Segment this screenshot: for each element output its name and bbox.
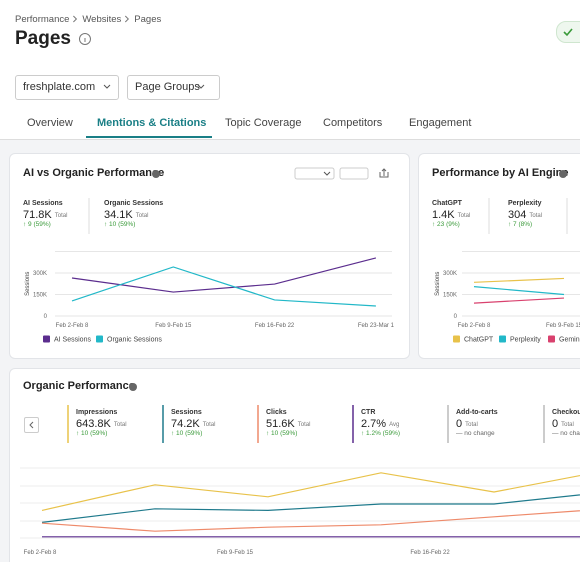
metric-value: 51.6K bbox=[266, 418, 295, 430]
tab-underline bbox=[86, 136, 212, 138]
metric-change: ↑ 10 (59%) bbox=[266, 430, 298, 437]
metric-unit: Total bbox=[135, 213, 149, 219]
button-label: Sessions bbox=[299, 170, 324, 176]
metric-label: Impressions bbox=[76, 409, 118, 416]
metric-value: 304 bbox=[508, 209, 527, 221]
organic-card bbox=[9, 368, 580, 562]
button-label: Explore bbox=[344, 170, 365, 176]
metric-label: CTR bbox=[361, 409, 376, 416]
tab[interactable]: Competitors bbox=[323, 117, 383, 129]
ai-vs-organic-card bbox=[9, 153, 410, 359]
tab[interactable]: Overview bbox=[27, 117, 73, 129]
header bbox=[0, 0, 580, 140]
metric-change: ↑ 10 (59%) bbox=[76, 430, 108, 437]
metric-unit: Total bbox=[54, 213, 68, 219]
metric-label: Clicks bbox=[266, 409, 287, 416]
tab[interactable]: Mentions & Citations bbox=[97, 117, 207, 129]
metric-value: 0 bbox=[552, 418, 559, 430]
metric-change: — no change bbox=[552, 430, 580, 437]
metric-label: Perplexity bbox=[508, 200, 542, 207]
metric-value: 34.1K bbox=[104, 209, 133, 221]
metric-change: ↑ 10 (59%) bbox=[171, 430, 203, 437]
breadcrumb-item: Performance bbox=[15, 14, 70, 25]
metric-value: 71.8K bbox=[23, 209, 52, 221]
metric-value: 74.2K bbox=[171, 418, 200, 430]
metric-unit: Total bbox=[529, 213, 543, 219]
metric-change: — no change bbox=[456, 430, 495, 437]
metric-unit: Total bbox=[113, 422, 127, 428]
metric-unit: Total bbox=[457, 213, 471, 219]
metric-unit: Avg bbox=[389, 422, 400, 428]
filter-label: freshplate.com bbox=[23, 81, 96, 93]
card-title: AI vs Organic Performance bbox=[23, 167, 165, 179]
group-dropdown[interactable] bbox=[127, 75, 220, 100]
metric-change: ↑ 9 (59%) bbox=[23, 221, 51, 228]
metric-label: Sessions bbox=[171, 409, 202, 416]
page-title: Pages bbox=[15, 28, 71, 49]
metric-value: 1.4K bbox=[432, 209, 455, 221]
breadcrumb-item: Pages bbox=[134, 14, 162, 25]
metric-value: 0 bbox=[456, 418, 463, 430]
tab[interactable]: Topic Coverage bbox=[225, 117, 302, 129]
metric-label: Add-to-carts bbox=[456, 409, 498, 416]
breadcrumb-item: Websites bbox=[82, 14, 122, 25]
site-dropdown[interactable] bbox=[15, 75, 119, 100]
metric-change: ↑ 23 (9%) bbox=[432, 221, 460, 228]
status-badge[interactable] bbox=[556, 21, 580, 43]
metric-change: ↑ 1.2% (59%) bbox=[361, 430, 401, 437]
ai-engine-card bbox=[418, 153, 580, 359]
metric-change: ↑ 10 (59%) bbox=[104, 221, 136, 228]
metric-label: Organic Sessions bbox=[104, 200, 164, 207]
prev-button[interactable] bbox=[24, 417, 39, 433]
metric-unit: Total bbox=[202, 422, 216, 428]
metric-label: ChatGPT bbox=[432, 200, 462, 207]
metric-value: 643.8K bbox=[76, 418, 111, 430]
filter-label: Page Groups bbox=[135, 81, 200, 93]
metric-label: AI Sessions bbox=[23, 200, 63, 207]
card-title: Organic Performance bbox=[23, 380, 135, 392]
metric-unit: Total bbox=[561, 422, 574, 428]
metric-change: ↑ 7 (8%) bbox=[508, 221, 533, 228]
card-title: Performance by AI Engine bbox=[432, 167, 569, 179]
metric-value: 2.7% bbox=[361, 418, 387, 430]
metric-unit: Total bbox=[465, 422, 478, 428]
metric-unit: Total bbox=[297, 422, 311, 428]
metric-label: Checkout bbox=[552, 409, 580, 416]
tab[interactable]: Engagement bbox=[409, 117, 472, 129]
